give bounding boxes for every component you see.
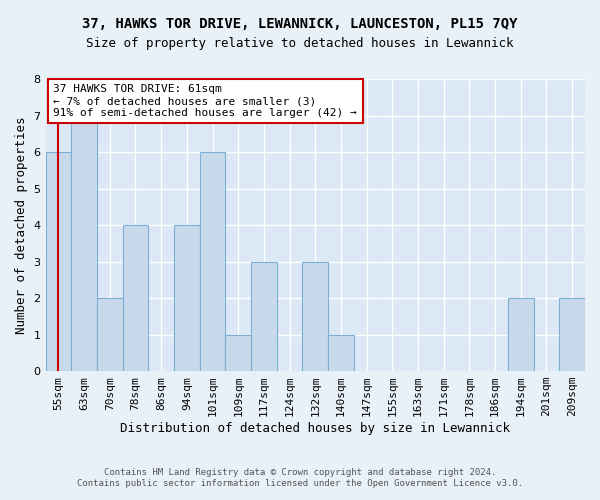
Text: Contains HM Land Registry data © Crown copyright and database right 2024.
Contai: Contains HM Land Registry data © Crown c… (77, 468, 523, 487)
Text: Size of property relative to detached houses in Lewannick: Size of property relative to detached ho… (86, 38, 514, 51)
Bar (328, 334, 354, 371)
Bar (122, 225, 148, 371)
Text: 37 HAWKS TOR DRIVE: 61sqm
← 7% of detached houses are smaller (3)
91% of semi-de: 37 HAWKS TOR DRIVE: 61sqm ← 7% of detach… (53, 84, 357, 117)
Bar (508, 298, 533, 371)
Bar (71, 116, 97, 371)
Bar (251, 262, 277, 371)
Bar (200, 152, 226, 371)
Bar (559, 298, 585, 371)
Bar (226, 334, 251, 371)
Bar (174, 225, 200, 371)
X-axis label: Distribution of detached houses by size in Lewannick: Distribution of detached houses by size … (120, 422, 510, 435)
Bar (97, 298, 122, 371)
Text: 37, HAWKS TOR DRIVE, LEWANNICK, LAUNCESTON, PL15 7QY: 37, HAWKS TOR DRIVE, LEWANNICK, LAUNCEST… (82, 18, 518, 32)
Bar (46, 152, 71, 371)
Y-axis label: Number of detached properties: Number of detached properties (15, 116, 28, 334)
Bar (302, 262, 328, 371)
